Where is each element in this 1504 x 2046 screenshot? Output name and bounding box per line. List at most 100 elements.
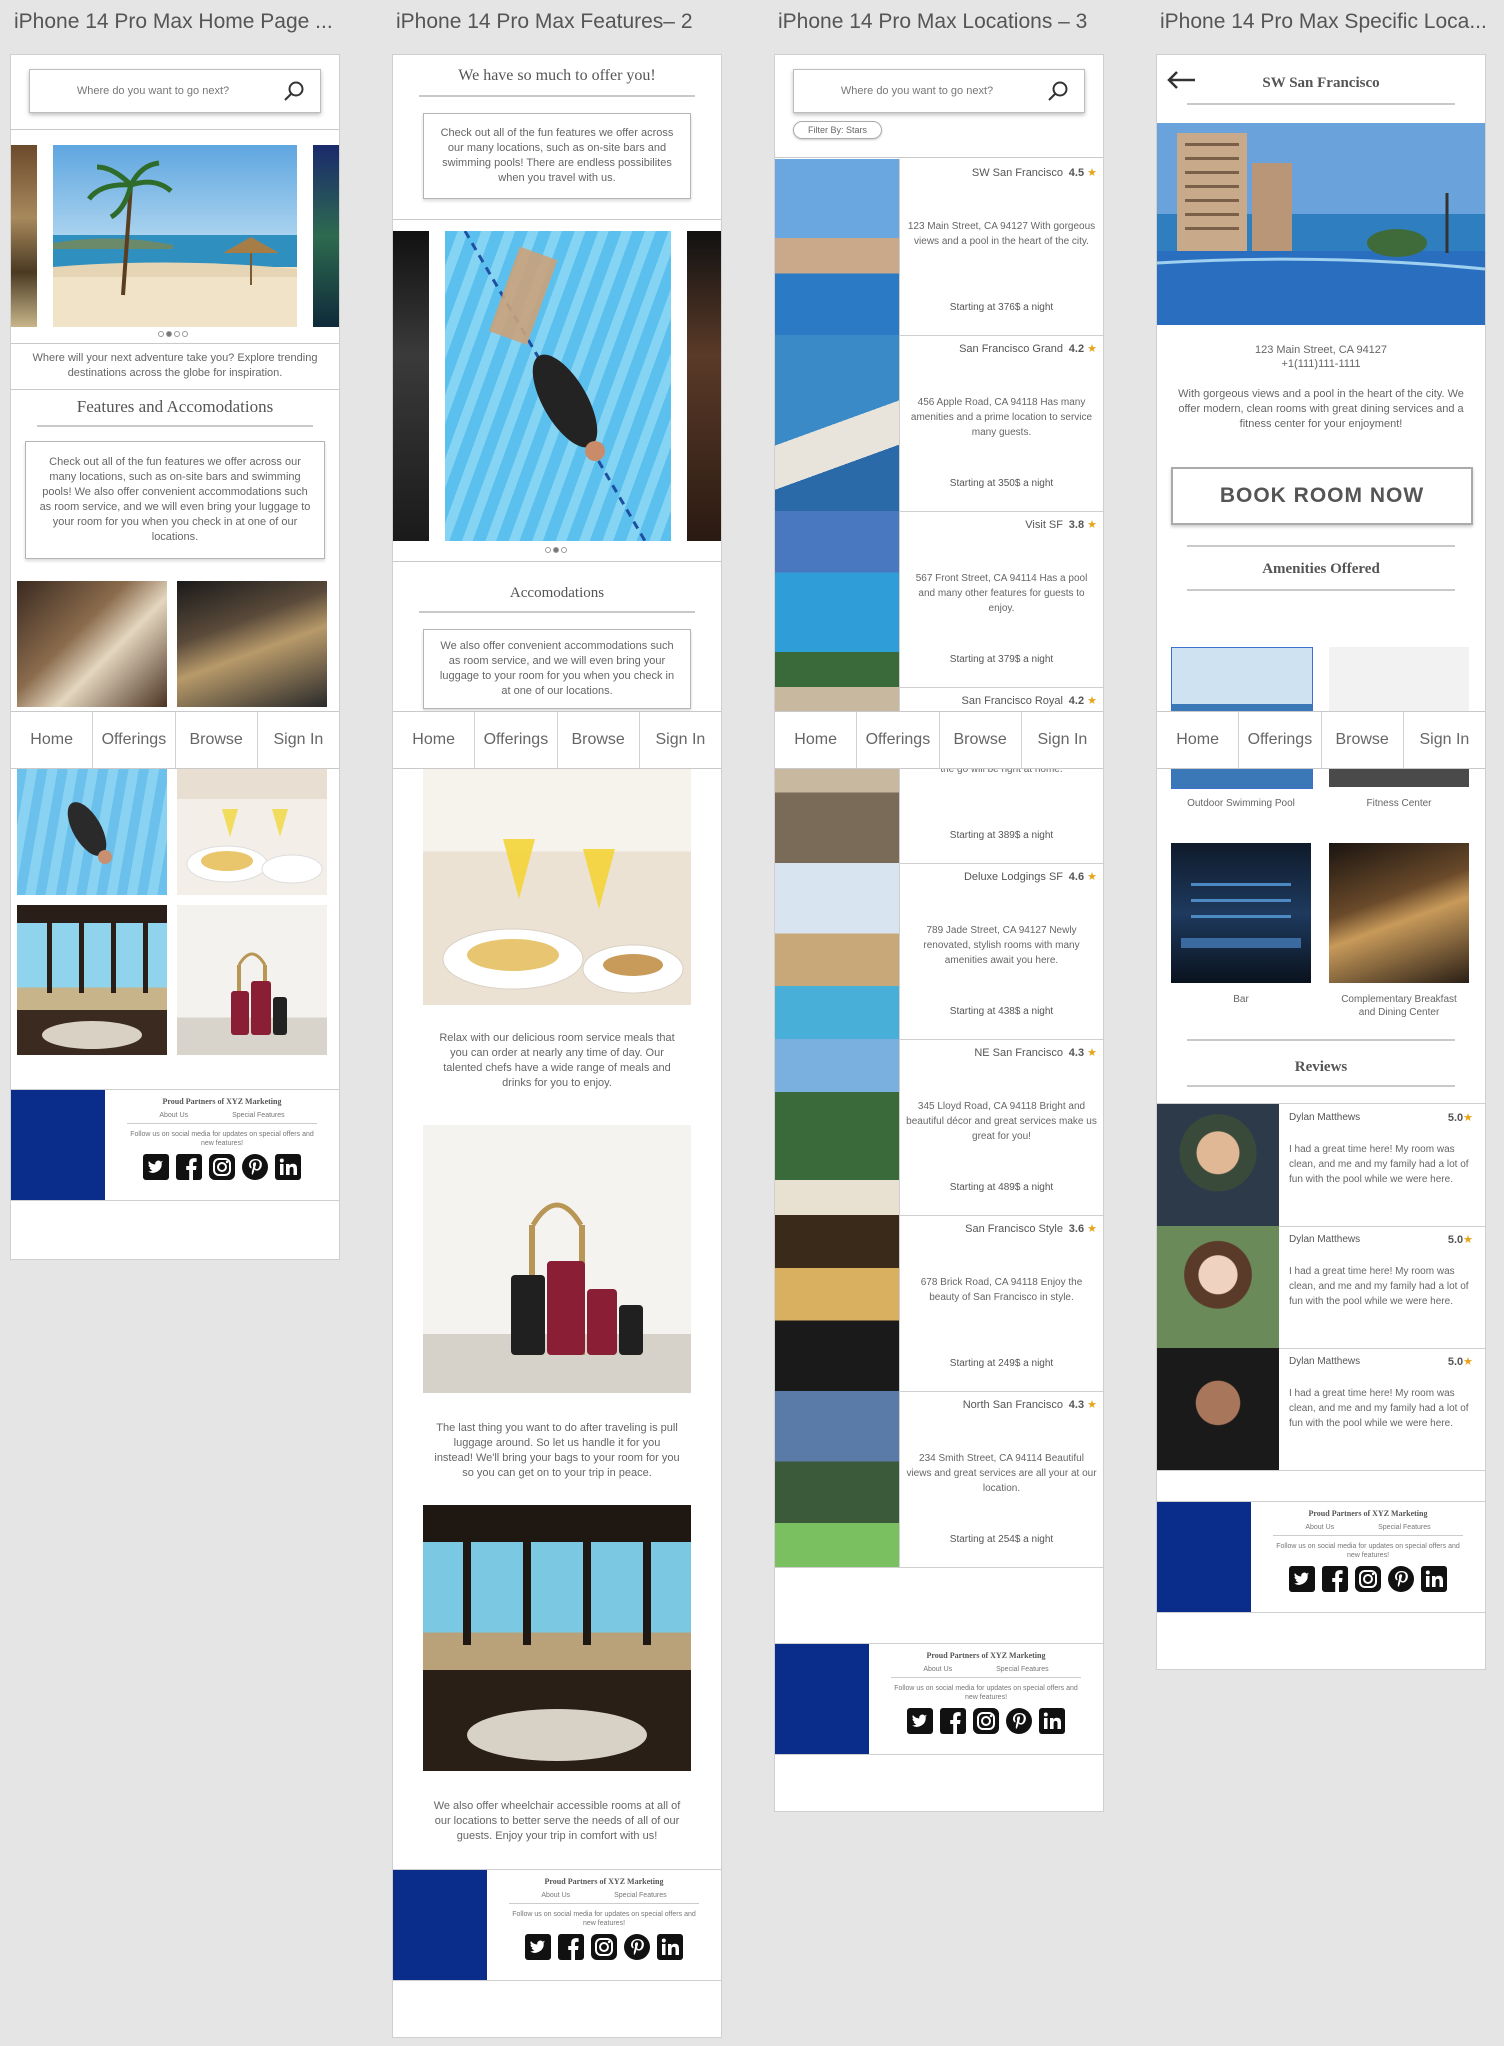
footer-brand-block (775, 1644, 869, 1754)
footer: Proud Partners of XYZ Marketing About Us… (393, 1869, 721, 1981)
nav-browse[interactable]: Browse (556, 712, 639, 768)
nav-home[interactable]: Home (1176, 731, 1219, 748)
carousel-prev-image[interactable] (393, 231, 429, 541)
carousel-next-image[interactable] (313, 145, 339, 327)
footer-about-link[interactable]: About Us (1305, 1524, 1335, 1531)
location-photo (775, 863, 899, 1039)
accomodations-heading: Accomodations (509, 585, 605, 601)
linkedin-icon[interactable] (1039, 1708, 1065, 1734)
pinterest-icon[interactable] (242, 1154, 268, 1180)
nav-sign-in[interactable]: Sign In (1020, 712, 1103, 768)
footer-special-link[interactable]: Special Features (1378, 1524, 1431, 1531)
linkedin-icon[interactable] (1421, 1566, 1447, 1592)
reviews-list: Dylan Matthews 5.0★ I had a great time her… (1157, 1103, 1485, 1471)
luggage-photo (177, 905, 327, 1055)
location-photo (775, 1391, 899, 1567)
features-heading: Features and Accomodations (76, 397, 274, 416)
location-card[interactable]: NE San Francisco 4.3 ★ 345 Lloyd Road, CA … (775, 1039, 1103, 1216)
location-card[interactable]: San Francisco Grand 4.2 ★ 456 Apple Road, … (775, 335, 1103, 512)
footer-follow-text: Follow us on social media for updates on… (1276, 1543, 1460, 1559)
location-price: Starting at 379$ a night (949, 654, 1054, 665)
filter-stars-button[interactable]: Filter By: Stars (793, 121, 883, 139)
instagram-icon[interactable] (1355, 1566, 1381, 1592)
instagram-icon[interactable] (591, 1934, 617, 1960)
nav-offerings[interactable]: Offerings (474, 712, 556, 768)
linkedin-icon[interactable] (657, 1934, 683, 1960)
carousel-prev-image[interactable] (11, 145, 37, 327)
location-card[interactable]: San Francisco Style 3.6 ★ 678 Brick Road, … (775, 1215, 1103, 1392)
footer-special-link[interactable]: Special Features (996, 1666, 1049, 1673)
location-card[interactable]: SW San Francisco 4.5 ★ 123 Main Street, CA… (775, 159, 1103, 336)
footer-title: Proud Partners of XYZ Marketing (162, 1097, 282, 1106)
carousel-dots[interactable] (158, 331, 188, 337)
facebook-icon[interactable] (558, 1934, 584, 1960)
specific-location-frame: SW San Francisco 123 Main Street, CA 941… (1156, 54, 1486, 1670)
review-rating: 5.0★ (1448, 1233, 1473, 1246)
footer-about-link[interactable]: About Us (159, 1112, 189, 1119)
review-card: Dylan Matthews 5.0★ I had a great time her… (1157, 1348, 1485, 1471)
search-icon[interactable] (282, 79, 306, 103)
review-rating: 5.0★ (1448, 1355, 1473, 1368)
facebook-icon[interactable] (1322, 1566, 1348, 1592)
twitter-icon[interactable] (525, 1934, 551, 1960)
footer-title: Proud Partners of XYZ Marketing (1308, 1509, 1428, 1518)
footer-about-link[interactable]: About Us (541, 1892, 571, 1899)
nav-browse[interactable]: Browse (1320, 712, 1403, 768)
twitter-icon[interactable] (907, 1708, 933, 1734)
location-price: Starting at 350$ a night (949, 478, 1054, 489)
nav-offerings[interactable]: Offerings (856, 712, 938, 768)
nav-sign-in[interactable]: Sign In (256, 712, 339, 768)
nav-home[interactable]: Home (30, 731, 73, 748)
nav-home[interactable]: Home (794, 731, 837, 748)
book-room-button[interactable]: BOOK ROOM NOW (1171, 467, 1473, 525)
review-card: Dylan Matthews 5.0★ I had a great time her… (1157, 1104, 1485, 1227)
linkedin-icon[interactable] (275, 1154, 301, 1180)
twitter-icon[interactable] (143, 1154, 169, 1180)
bottom-nav: Home Offerings Browse Sign In (393, 711, 721, 769)
pinterest-icon[interactable] (1006, 1708, 1032, 1734)
rating-value: 3.8 (1068, 519, 1085, 531)
pinterest-icon[interactable] (1388, 1566, 1414, 1592)
accomodations-box: We also offer convenient accommodations … (423, 629, 691, 709)
location-price: Starting at 254$ a night (949, 1534, 1054, 1545)
facebook-icon[interactable] (940, 1708, 966, 1734)
nav-offerings[interactable]: Offerings (92, 712, 174, 768)
carousel-next-image[interactable] (687, 231, 721, 541)
nav-offerings[interactable]: Offerings (1238, 712, 1320, 768)
search-input[interactable]: Where do you want to go next? (793, 69, 1085, 113)
amenity-label-fitness: Fitness Center (1366, 798, 1432, 809)
location-photo (775, 159, 899, 335)
nav-browse[interactable]: Browse (174, 712, 257, 768)
footer-special-link[interactable]: Special Features (232, 1112, 285, 1119)
location-card[interactable]: Deluxe Lodgings SF 4.6 ★ 789 Jade Street, … (775, 863, 1103, 1040)
location-card[interactable]: Visit SF 3.8 ★ 567 Front Street, CA 94114 … (775, 511, 1103, 688)
reviewer-name: Dylan Matthews (1289, 1356, 1361, 1367)
search-icon[interactable] (1046, 79, 1070, 103)
instagram-icon[interactable] (973, 1708, 999, 1734)
rating-value: 3.6 (1068, 1223, 1085, 1235)
back-arrow-icon[interactable] (1165, 69, 1197, 91)
dining-center-photo (1329, 843, 1469, 983)
location-card[interactable]: North San Francisco 4.3 ★ 234 Smith Street… (775, 1391, 1103, 1568)
twitter-icon[interactable] (1289, 1566, 1315, 1592)
location-rating: 4.2 ★ (1069, 342, 1097, 355)
rating-value: 4.3 (1068, 1399, 1085, 1411)
location-name: North San Francisco (962, 1399, 1063, 1411)
search-input[interactable]: Where do you want to go next? (29, 69, 321, 113)
bottom-nav: Home Offerings Browse Sign In (775, 711, 1103, 769)
facebook-icon[interactable] (176, 1154, 202, 1180)
footer-special-link[interactable]: Special Features (614, 1892, 667, 1899)
footer-about-link[interactable]: About Us (923, 1666, 953, 1673)
pinterest-icon[interactable] (624, 1934, 650, 1960)
nav-home[interactable]: Home (412, 731, 455, 748)
instagram-icon[interactable] (209, 1154, 235, 1180)
location-rating: 3.6 ★ (1069, 1222, 1097, 1235)
carousel-dots[interactable] (545, 547, 567, 553)
nav-sign-in[interactable]: Sign In (1402, 712, 1485, 768)
location-name: San Francisco Royal (961, 695, 1064, 707)
nav-browse[interactable]: Browse (938, 712, 1021, 768)
ocean-view-room-photo (17, 905, 167, 1055)
location-photo (775, 335, 899, 511)
location-rating: 4.6 ★ (1069, 870, 1097, 883)
nav-sign-in[interactable]: Sign In (638, 712, 721, 768)
